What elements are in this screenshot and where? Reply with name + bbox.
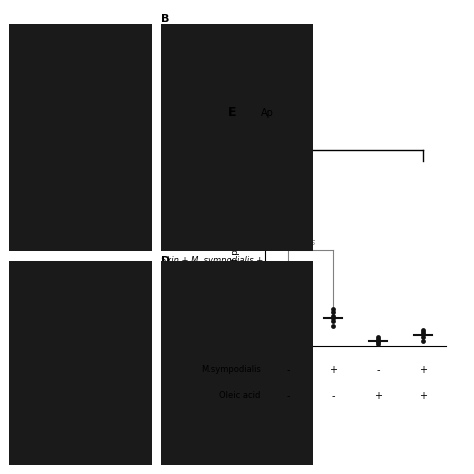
Text: +: +	[419, 365, 427, 375]
Point	[284, 329, 292, 337]
Text: Uninfected skin: Uninfected skin	[9, 14, 75, 23]
Text: -: -	[331, 391, 335, 401]
Y-axis label: Mean of percentage (%): Mean of percentage (%)	[231, 185, 240, 294]
Point	[329, 323, 337, 330]
Text: M.sympodialis: M.sympodialis	[201, 365, 261, 374]
Point	[374, 340, 382, 348]
Point	[419, 326, 427, 334]
Text: C: C	[9, 256, 18, 266]
Text: -: -	[376, 365, 380, 375]
Point	[284, 341, 292, 349]
Text: Infected skin + OA: Infected skin + OA	[9, 256, 88, 265]
Point	[419, 333, 427, 341]
Point	[329, 312, 337, 319]
Point	[419, 337, 427, 345]
Text: E: E	[228, 106, 236, 118]
Point	[284, 339, 292, 347]
Text: D: D	[161, 256, 171, 266]
Text: Oleic acid: Oleic acid	[219, 392, 261, 400]
Text: +: +	[374, 391, 382, 401]
Point	[374, 337, 382, 345]
Point	[284, 335, 292, 343]
Point	[329, 305, 337, 312]
Text: A: A	[9, 14, 18, 24]
Point	[284, 338, 292, 346]
Point	[419, 328, 427, 336]
Point	[374, 335, 382, 343]
Point	[284, 331, 292, 338]
Text: -: -	[286, 391, 290, 401]
Text: n.s: n.s	[305, 238, 316, 247]
Point	[329, 314, 337, 321]
Text: Skin + M. sympodialis + OA: Skin + M. sympodialis + OA	[161, 256, 278, 265]
Text: Ap: Ap	[261, 109, 273, 118]
Point	[329, 309, 337, 316]
Text: +: +	[419, 391, 427, 401]
Point	[374, 338, 382, 346]
Point	[329, 318, 337, 325]
Text: B: B	[161, 14, 170, 24]
Text: +: +	[329, 365, 337, 375]
Text: -: -	[286, 365, 290, 375]
Point	[419, 330, 427, 337]
Point	[374, 333, 382, 341]
Text: Skin + M. sympodialis: Skin + M. sympodialis	[161, 228, 283, 237]
